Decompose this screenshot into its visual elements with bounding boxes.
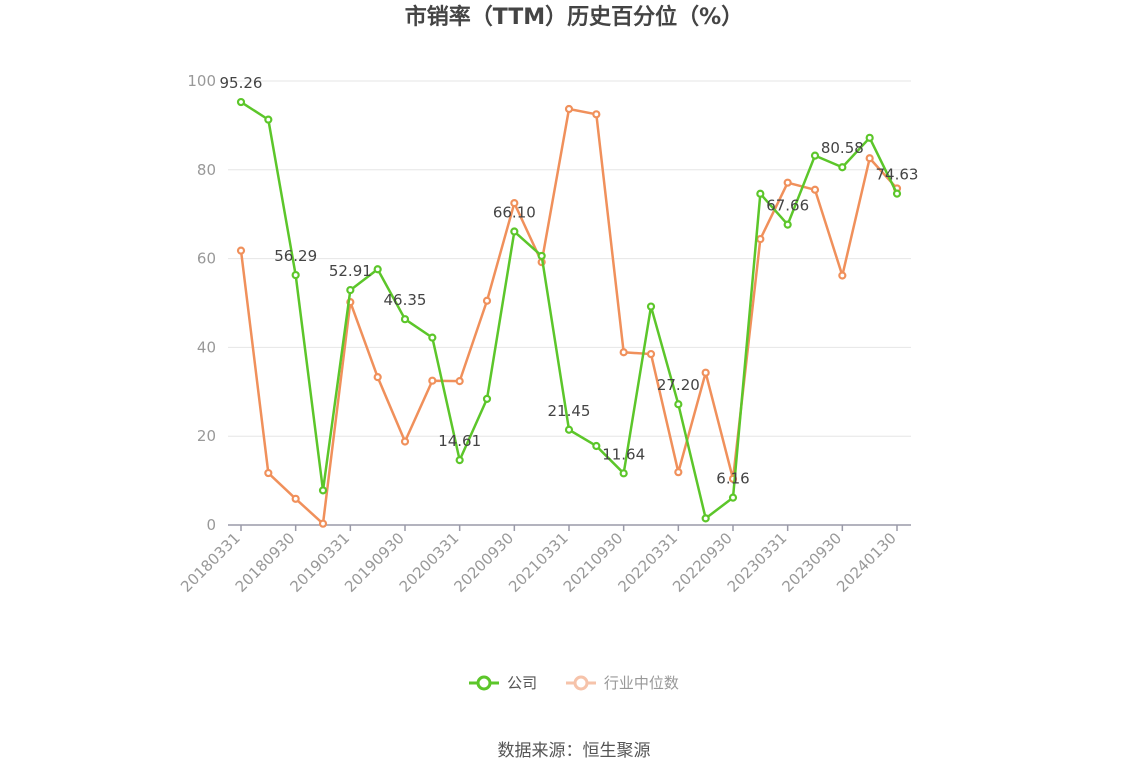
data-point <box>810 185 820 194</box>
data-point <box>510 199 519 208</box>
data-point <box>674 400 683 409</box>
legend-item-industry-median[interactable]: 行业中位数 <box>565 672 679 693</box>
data-point <box>646 302 656 311</box>
y-tick-label: 60 <box>197 250 216 268</box>
line-chart: 0204060801002018033120180930201903312019… <box>177 72 919 596</box>
data-point <box>264 115 273 124</box>
legend-company-icon <box>469 675 500 690</box>
data-point <box>810 151 820 160</box>
data-point <box>564 425 574 434</box>
data-point <box>646 349 656 359</box>
chart-title: 市销率（TTM）历史百分位（%） <box>404 5 744 30</box>
data-point <box>892 189 902 198</box>
data-point <box>428 333 437 342</box>
y-tick-label: 20 <box>197 427 216 445</box>
x-tick-label: 20240130 <box>833 529 900 596</box>
data-point <box>783 178 792 187</box>
data-point <box>756 189 765 198</box>
series-lines <box>236 97 902 528</box>
legend-label-industry-median: 行业中位数 <box>603 674 679 692</box>
data-label: 11.64 <box>602 445 645 463</box>
axes: 0204060801002018033120180930201903312019… <box>177 72 911 596</box>
data-point <box>865 154 874 163</box>
data-point <box>701 368 710 377</box>
data-point <box>838 163 847 172</box>
data-label: 21.45 <box>548 402 591 420</box>
data-point <box>674 468 683 477</box>
data-point <box>291 494 300 503</box>
legend-label-company: 公司 <box>507 674 538 692</box>
data-label: 74.63 <box>876 166 919 184</box>
legend-industry-icon <box>565 675 596 690</box>
data-point <box>264 468 273 478</box>
data-point <box>318 519 328 528</box>
data-point <box>428 376 437 385</box>
data-label: 6.16 <box>716 470 749 488</box>
data-source: 数据来源：恒生聚源 <box>497 741 651 761</box>
data-point <box>619 469 628 478</box>
data-label: 27.20 <box>657 376 700 394</box>
data-point <box>400 315 410 324</box>
data-point <box>701 514 710 523</box>
data-label: 66.10 <box>493 204 536 222</box>
data-label: 56.29 <box>274 247 317 265</box>
data-point <box>592 441 601 451</box>
data-label: 95.26 <box>220 74 263 92</box>
y-tick-label: 100 <box>187 72 216 90</box>
data-point <box>510 227 519 236</box>
y-tick-label: 0 <box>206 516 216 534</box>
series-line-1 <box>239 107 898 525</box>
data-labels: 95.26 56.29 52.91 46.35 14.61 66.10 21.45 11.64… <box>220 74 919 488</box>
data-point <box>592 110 601 119</box>
data-point <box>236 246 246 255</box>
data-label: 52.91 <box>329 262 372 280</box>
data-point <box>482 296 492 305</box>
data-label: 80.58 <box>821 139 864 157</box>
data-point <box>482 394 492 404</box>
data-point <box>291 270 300 280</box>
data-point <box>236 97 246 107</box>
data-point <box>537 251 546 261</box>
grid-lines <box>228 80 911 437</box>
series-line-0 <box>240 100 899 520</box>
data-point <box>373 373 382 382</box>
data-label: 14.61 <box>438 432 481 450</box>
data-point <box>400 437 410 446</box>
data-point <box>865 133 874 142</box>
legend-item-company[interactable]: 公司 <box>469 672 537 693</box>
data-point <box>564 104 574 114</box>
data-label: 67.66 <box>766 197 809 215</box>
data-point <box>838 271 847 280</box>
data-label: 46.35 <box>384 291 427 309</box>
legend: 公司 行业中位数 <box>0 672 1148 695</box>
y-tick-label: 80 <box>197 161 216 179</box>
data-point <box>318 486 328 495</box>
data-point <box>619 348 628 357</box>
data-point <box>756 234 765 244</box>
data-point <box>783 220 792 229</box>
data-point <box>728 493 738 502</box>
data-point <box>455 377 464 386</box>
data-point <box>373 265 382 274</box>
data-point <box>455 456 464 465</box>
data-point <box>346 285 355 295</box>
y-tick-label: 40 <box>197 338 216 356</box>
